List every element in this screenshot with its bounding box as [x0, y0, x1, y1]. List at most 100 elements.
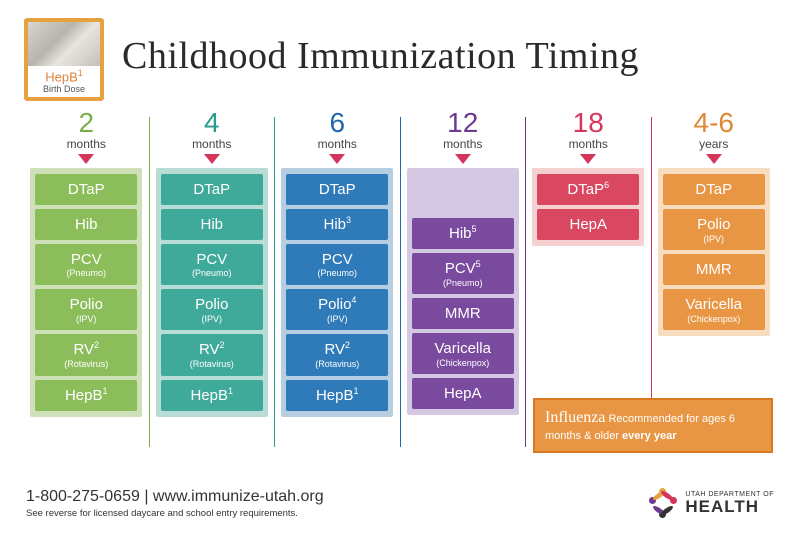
vaccine-subname: (IPV): [163, 315, 261, 325]
vaccine-column-bg: DTaPHibPCV(Pneumo)Polio(IPV)RV2(Rotaviru…: [156, 168, 268, 416]
age-column: 12monthsHib5PCV5(Pneumo)MMRVaricella(Chi…: [401, 109, 526, 447]
age-header: 4-6years: [694, 109, 734, 166]
age-number: 6: [318, 109, 357, 137]
header: HepB1 Birth Dose Childhood Immunization …: [0, 0, 800, 109]
birth-vaccine-name: HepB: [45, 69, 78, 84]
vaccine-column-bg: DTaP Polio (IPV) MMR Varicella (Chickenpox): [658, 168, 770, 336]
age-unit: months: [318, 137, 357, 151]
vaccine-box: Varicella (Chickenpox): [663, 289, 765, 330]
vaccine-column-bg: DTaPHib3PCV(Pneumo)Polio4(IPV)RV2(Rotavi…: [281, 168, 393, 416]
separator: |: [140, 488, 153, 505]
vaccine-name: DTaP: [193, 181, 230, 198]
vaccine-footnote: 2: [345, 340, 350, 350]
vaccine-box: PCV(Pneumo): [161, 244, 263, 285]
vaccine-name: PCV: [196, 251, 227, 268]
down-arrow-icon: [580, 154, 596, 164]
vaccine-subname: (IPV): [665, 235, 763, 245]
birth-dose-badge: HepB1 Birth Dose: [24, 18, 104, 101]
vaccine-box: RV2(Rotavirus): [161, 334, 263, 375]
age-column: 4-6years DTaP Polio (IPV) MMR Varicella (Chick…: [652, 109, 777, 447]
vaccine-box: HepB1: [286, 380, 388, 411]
spacer: [412, 174, 514, 214]
age-unit: months: [443, 137, 482, 151]
vaccine-name: Polio: [195, 296, 228, 313]
birth-dose-label: HepB1 Birth Dose: [28, 66, 100, 97]
age-number: 18: [569, 109, 608, 137]
vaccine-name: HepB1: [65, 387, 108, 404]
age-column: 18months DTaP6 HepA: [526, 109, 651, 447]
down-arrow-icon: [455, 154, 471, 164]
down-arrow-icon: [706, 154, 722, 164]
vaccine-name: DTaP: [695, 181, 732, 198]
vaccine-box: DTaP: [663, 174, 765, 205]
vaccine-footnote: 2: [220, 340, 225, 350]
age-header: 18months: [569, 109, 608, 166]
vaccine-box: MMR: [412, 298, 514, 329]
vaccine-name: DTaP6: [567, 181, 609, 198]
vaccine-footnote: 5: [472, 224, 477, 234]
age-unit: months: [192, 137, 231, 151]
age-header: 4months: [192, 109, 231, 166]
vaccine-footnote: 1: [228, 386, 233, 396]
vaccine-name: Polio: [697, 216, 730, 233]
birth-dose-text: Birth Dose: [28, 84, 100, 94]
vaccine-name: Varicella: [686, 296, 742, 313]
vaccine-box: DTaP: [286, 174, 388, 205]
age-number: 4-6: [694, 109, 734, 137]
vaccine-name: HepA: [444, 385, 482, 402]
vaccine-name: DTaP: [319, 181, 356, 198]
timeline-columns: 2monthsDTaPHibPCV(Pneumo)Polio(IPV)RV2(R…: [0, 109, 800, 447]
vaccine-box: RV2 (Rotavirus): [35, 334, 137, 375]
logo-icon: [647, 487, 679, 519]
vaccine-box: HepA: [537, 209, 639, 240]
vaccine-name: Hib: [75, 216, 98, 233]
vaccine-subname: (Pneumo): [288, 269, 386, 279]
vaccine-footnote: 1: [354, 386, 359, 396]
vaccine-name: DTaP: [68, 181, 105, 198]
vaccine-subname: (Chickenpox): [414, 359, 512, 369]
vaccine-subname: (Rotavirus): [37, 360, 135, 370]
vaccine-box: DTaP: [35, 174, 137, 205]
vaccine-box: Hib5: [412, 218, 514, 249]
vaccine-subname: (Rotavirus): [163, 360, 261, 370]
vaccine-footnote: 1: [103, 386, 108, 396]
vaccine-subname: (Pneumo): [37, 269, 135, 279]
vaccine-name: RV2: [73, 341, 99, 358]
vaccine-box: Hib3: [286, 209, 388, 240]
vaccine-box: Hib: [35, 209, 137, 240]
influenza-bold: every year: [622, 430, 676, 442]
vaccine-box: PCV(Pneumo): [35, 244, 137, 285]
footer-note: See reverse for licensed daycare and sch…: [26, 508, 324, 519]
vaccine-box: Polio (IPV): [161, 289, 263, 330]
vaccine-box: Polio4(IPV): [286, 289, 388, 330]
vaccine-footnote: 3: [346, 215, 351, 225]
vaccine-subname: (IPV): [288, 315, 386, 325]
vaccine-column-bg: Hib5PCV5(Pneumo)MMRVaricella(Chickenpox)…: [407, 168, 519, 415]
vaccine-name: Polio: [70, 296, 103, 313]
age-unit: months: [569, 137, 608, 151]
age-header: 12months: [443, 109, 482, 166]
vaccine-subname: (Rotavirus): [288, 360, 386, 370]
vaccine-name: RV2: [324, 341, 350, 358]
age-number: 2: [67, 109, 106, 137]
age-unit: months: [67, 137, 106, 151]
vaccine-box: DTaP: [161, 174, 263, 205]
age-header: 2months: [67, 109, 106, 166]
vaccine-box: HepB1: [161, 380, 263, 411]
age-column: 4monthsDTaPHibPCV(Pneumo)Polio(IPV)RV2(R…: [150, 109, 275, 447]
birth-vaccine-sup: 1: [78, 68, 83, 78]
website-url: www.immunize-utah.org: [153, 488, 324, 505]
vaccine-name: HepA: [569, 216, 607, 233]
phone-number: 1-800-275-0659: [26, 488, 140, 505]
influenza-title: Influenza: [545, 409, 605, 426]
vaccine-name: Hib3: [323, 216, 351, 233]
vaccine-box: Varicella (Chickenpox): [412, 333, 514, 374]
vaccine-box: DTaP6: [537, 174, 639, 205]
vaccine-subname: (Chickenpox): [665, 315, 763, 325]
vaccine-box: MMR: [663, 254, 765, 285]
vaccine-name: Varicella: [435, 340, 491, 357]
baby-feet-image: [28, 22, 100, 66]
vaccine-name: MMR: [445, 305, 481, 322]
influenza-callout: Influenza Recommended for ages 6 months …: [533, 398, 773, 453]
vaccine-box: HepA: [412, 378, 514, 409]
